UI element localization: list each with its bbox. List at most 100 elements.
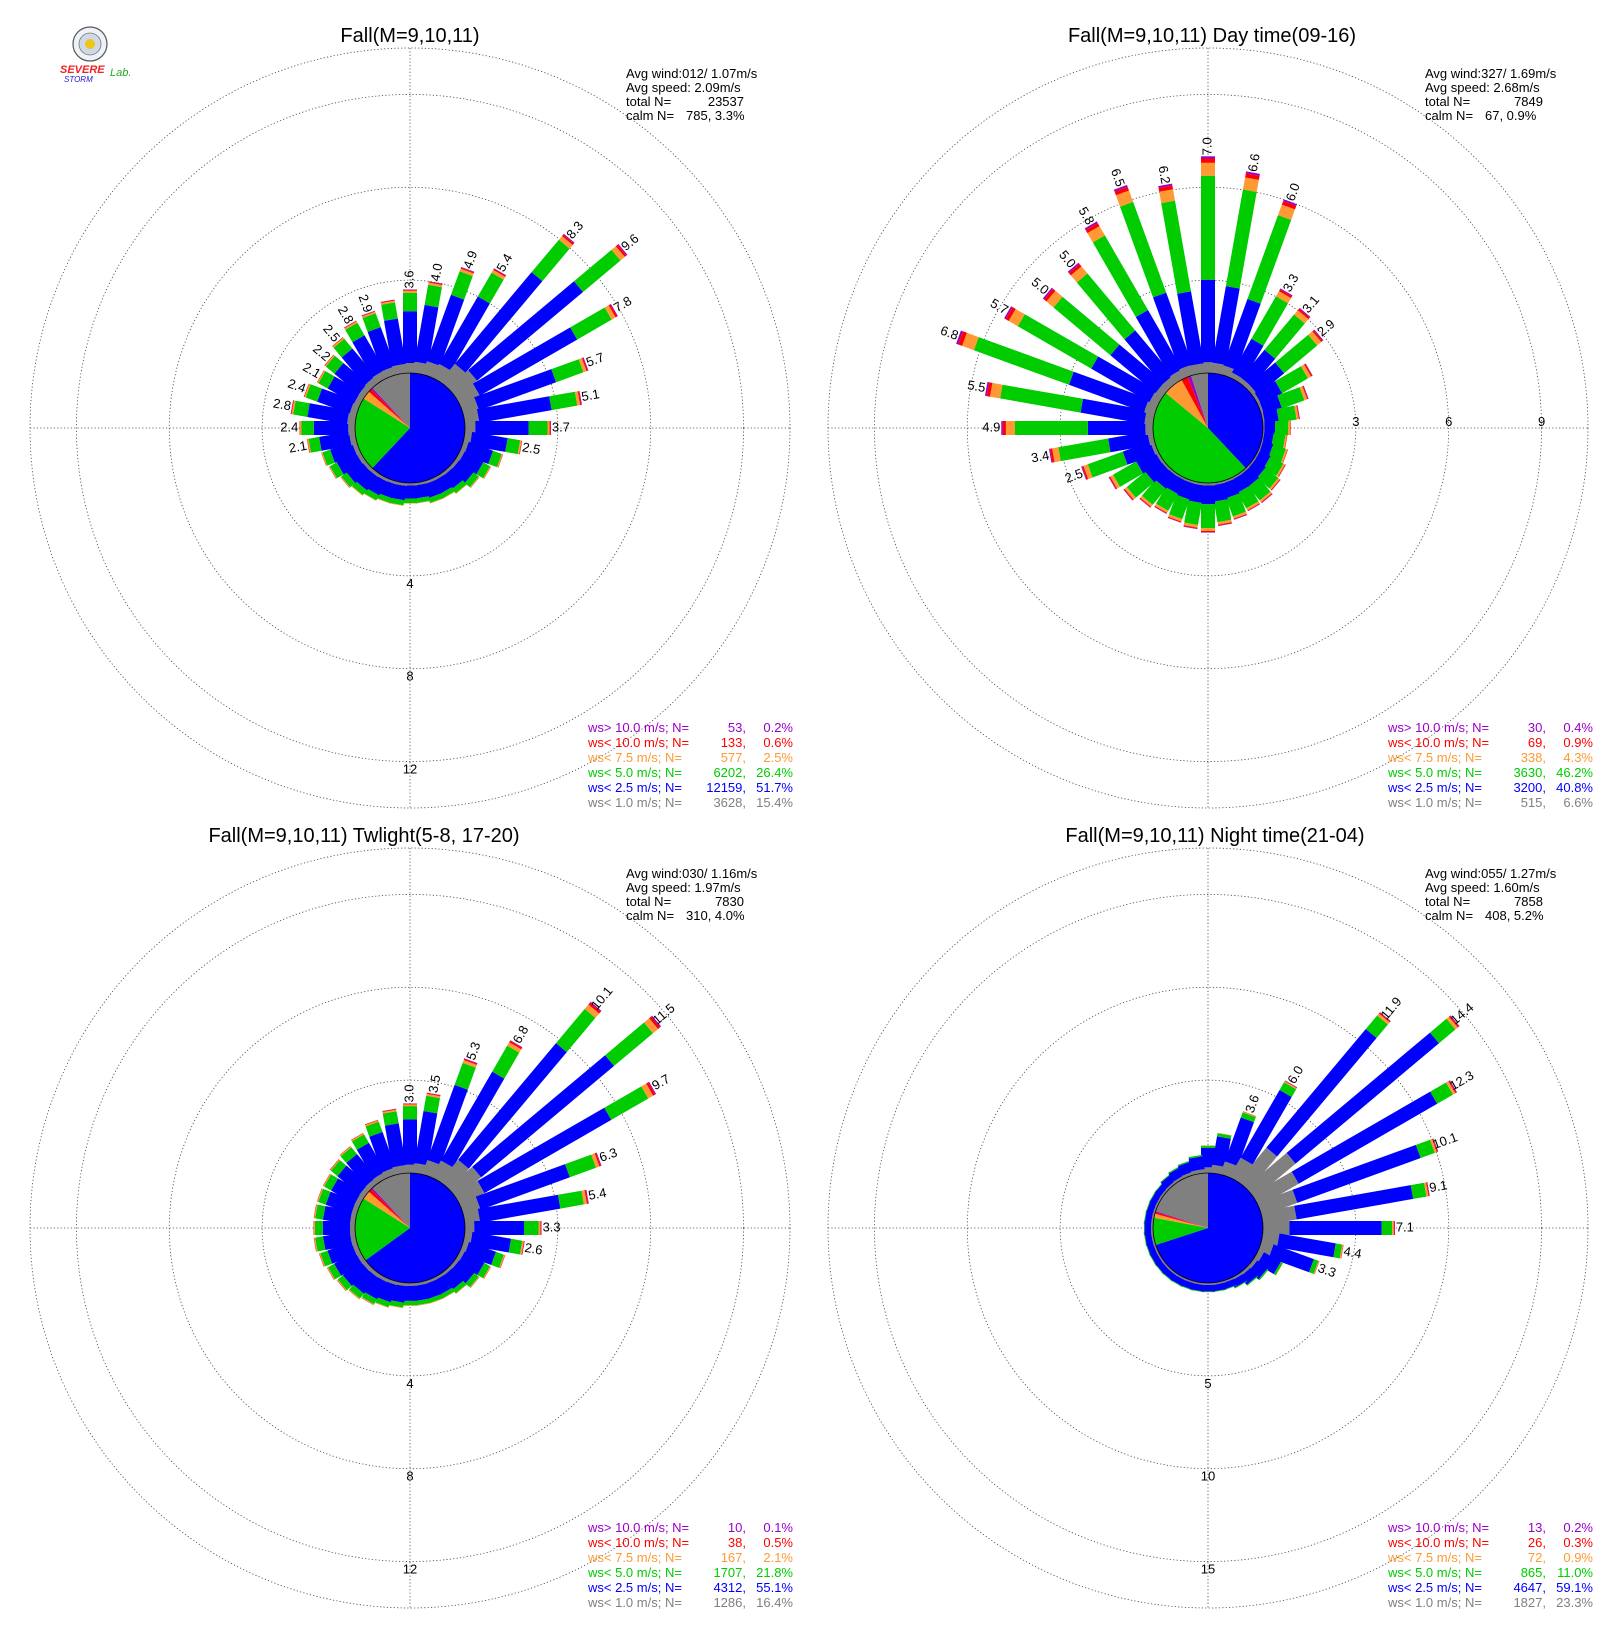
direction-bar-segment bbox=[361, 311, 376, 317]
direction-bar-segment bbox=[380, 300, 395, 305]
direction-bar-segment bbox=[384, 318, 406, 367]
direction-bar-segment bbox=[1217, 1132, 1232, 1136]
direction-bar-segment bbox=[1279, 1082, 1297, 1097]
center-pie-outline bbox=[354, 1172, 466, 1284]
direction-bar-segment bbox=[318, 1188, 331, 1205]
direction-bar-segment bbox=[319, 431, 352, 451]
direction-bar-segment bbox=[375, 1297, 391, 1308]
direction-bar-segment bbox=[1201, 532, 1215, 533]
direction-bar-segment bbox=[340, 477, 350, 488]
direction-bar-segment bbox=[508, 1238, 523, 1255]
direction-bar-segment bbox=[454, 383, 480, 407]
direction-bar-segment bbox=[389, 497, 405, 506]
direction-bar-segment bbox=[403, 485, 417, 499]
direction-bar-segment bbox=[1153, 292, 1193, 370]
direction-bar-segment bbox=[1284, 1081, 1297, 1090]
ring-label: 8 bbox=[406, 669, 413, 684]
direction-bar-segment bbox=[380, 299, 395, 303]
ring-label: 5 bbox=[1204, 1376, 1211, 1391]
legend-label-lt25: ws< 2.5 m/s; N= bbox=[587, 780, 682, 795]
direction-bar-segment bbox=[1087, 226, 1105, 243]
direction-bar-segment bbox=[1284, 1080, 1298, 1089]
direction-bar-segment bbox=[1275, 291, 1292, 304]
direction-bar-segment bbox=[313, 421, 349, 435]
direction-bar-segment bbox=[1240, 1112, 1256, 1123]
direction-bar-segment bbox=[1433, 1138, 1439, 1152]
direction-bar-segment bbox=[1242, 1111, 1257, 1117]
direction-bar-segment bbox=[361, 1297, 374, 1306]
direction-bar-segment bbox=[1247, 215, 1292, 304]
direction-bar-segment bbox=[1005, 307, 1016, 321]
panel-title: Fall(M=9,10,11) Twlight(5-8, 17-20) bbox=[208, 825, 519, 847]
legend-pct-lt75: 0.9% bbox=[1563, 1550, 1593, 1565]
direction-bar-segment bbox=[403, 1300, 417, 1306]
legend-label-lt10: ws< 10.0 m/s; N= bbox=[587, 735, 689, 750]
direction-bar-segment bbox=[1246, 1275, 1259, 1286]
direction-bar-segment bbox=[362, 1292, 377, 1305]
direction-bar-segment bbox=[1313, 1260, 1320, 1275]
direction-bar-segment bbox=[615, 244, 627, 257]
direction-total-label: 2.1 bbox=[288, 438, 308, 456]
center-pie-slice bbox=[1153, 1217, 1208, 1245]
avg-wind-text: Avg wind:012/ 1.07m/s bbox=[626, 66, 758, 81]
legend-label-lt1: ws< 1.0 m/s; N= bbox=[1387, 1595, 1482, 1610]
direction-bar-segment bbox=[1339, 1244, 1344, 1259]
direction-bar-segment bbox=[426, 1093, 441, 1097]
direction-bar-segment bbox=[380, 299, 395, 303]
direction-bar-segment bbox=[524, 1221, 539, 1235]
direction-bar-segment bbox=[460, 267, 475, 273]
ring-label: 4 bbox=[406, 576, 413, 591]
legend-count-gt10: 13, bbox=[1528, 1520, 1546, 1535]
direction-bar-segment bbox=[1247, 504, 1261, 512]
legend-label-lt75: ws< 7.5 m/s; N= bbox=[1387, 1550, 1482, 1565]
direction-bar-segment bbox=[1424, 1182, 1429, 1197]
direction-bar-segment bbox=[1123, 488, 1134, 501]
direction-bar-segment bbox=[428, 282, 443, 288]
direction-bar-segment bbox=[517, 440, 522, 455]
direction-bar-segment bbox=[1190, 1169, 1206, 1176]
direction-bar-segment bbox=[1217, 519, 1232, 525]
direction-bar-segment bbox=[426, 1092, 441, 1096]
total-n-label: total N= bbox=[1425, 894, 1470, 909]
direction-bar-segment bbox=[1042, 287, 1053, 300]
direction-bar-segment bbox=[1154, 506, 1167, 514]
direction-bar-segment bbox=[320, 1250, 333, 1267]
direction-bar-segment bbox=[319, 1253, 325, 1267]
direction-bar-segment bbox=[340, 476, 351, 488]
direction-bar-segment bbox=[1139, 498, 1151, 508]
direction-bar-segment bbox=[327, 1241, 357, 1264]
center-pie-slice bbox=[1155, 1173, 1264, 1283]
legend-pct-gt10: 0.2% bbox=[1563, 1520, 1593, 1535]
legend-count-gt10: 30, bbox=[1528, 720, 1546, 735]
direction-total-label: 2.5 bbox=[521, 439, 541, 457]
direction-bar-segment bbox=[472, 1055, 615, 1178]
direction-bar-segment bbox=[452, 1280, 467, 1294]
direction-bar-segment bbox=[431, 1160, 453, 1184]
direction-bar-segment bbox=[578, 358, 587, 373]
direction-bar-segment bbox=[1233, 514, 1248, 520]
legend-pct-gt10: 0.2% bbox=[763, 720, 793, 735]
direction-bar-segment bbox=[1183, 526, 1198, 530]
direction-bar-segment bbox=[1242, 1111, 1257, 1118]
direction-bar-segment bbox=[1449, 1015, 1460, 1027]
direction-bar-segment bbox=[472, 327, 578, 396]
legend-pct-lt10: 0.9% bbox=[1563, 735, 1593, 750]
direction-bar-segment bbox=[1446, 1016, 1458, 1030]
direction-bar-segment bbox=[1426, 1182, 1430, 1197]
direction-bar-segment bbox=[1145, 1243, 1151, 1257]
legend-count-lt1: 3628, bbox=[713, 795, 746, 810]
direction-bar-segment bbox=[1008, 308, 1025, 327]
legend-count-lt5: 1707, bbox=[713, 1565, 746, 1580]
direction-bar-segment bbox=[581, 357, 588, 372]
direction-bar-segment bbox=[1282, 449, 1288, 463]
direction-bar-segment bbox=[1081, 465, 1089, 480]
direction-total-label: 3.6 bbox=[1242, 1093, 1262, 1115]
direction-bar-segment bbox=[1145, 459, 1169, 483]
direction-bar-segment bbox=[403, 1119, 417, 1165]
direction-bar-segment bbox=[451, 271, 473, 300]
legend-count-lt25: 4647, bbox=[1513, 1580, 1546, 1595]
direction-bar-segment bbox=[464, 1058, 478, 1064]
direction-bar-segment bbox=[365, 1121, 383, 1137]
calm-n-value: 785, 3.3% bbox=[686, 108, 745, 123]
direction-bar-segment bbox=[644, 1018, 659, 1034]
